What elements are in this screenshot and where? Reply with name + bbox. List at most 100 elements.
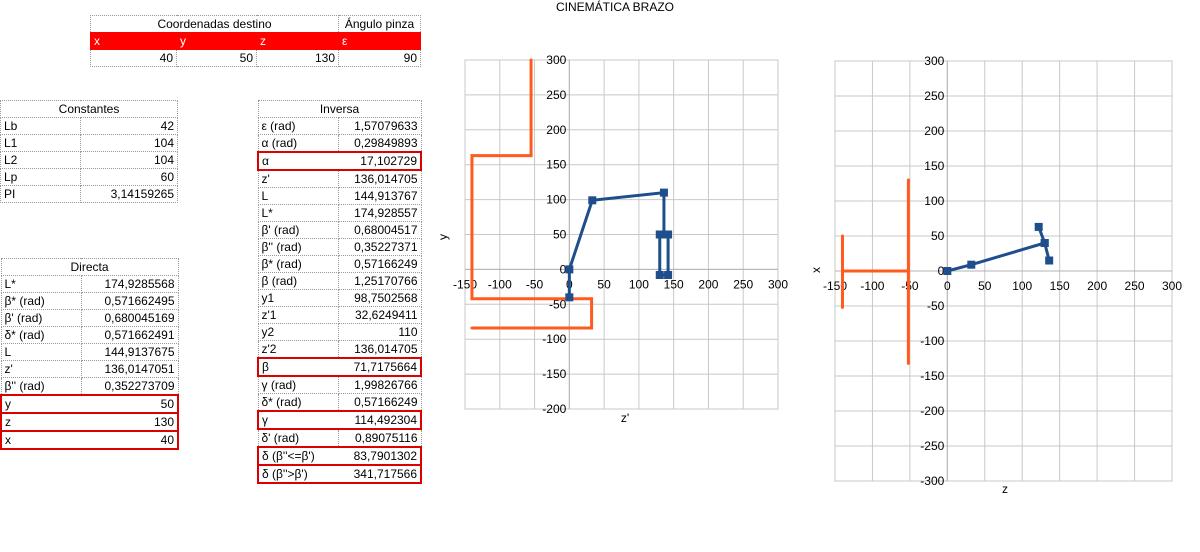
y-axis-title: y (436, 234, 450, 240)
dest-label-epsilon: ε (338, 32, 422, 50)
data-point (470, 297, 474, 301)
inverse-label: z' (257, 169, 339, 188)
data-point (840, 269, 844, 273)
direct-row: β' (rad) 0,680045169 (0, 309, 179, 327)
direct-value[interactable]: 174,9285568 (80, 275, 179, 293)
data-point (588, 196, 597, 205)
destination-header: Coordenadas destino (89, 15, 340, 33)
inverse-value[interactable]: 71,7175664 (337, 357, 423, 377)
inverse-row: δ* (rad) 0,57166249 (257, 393, 422, 412)
inverse-label: γ (rad) (257, 375, 339, 394)
inverse-row: δ' (rad) 0,89075116 (257, 428, 422, 448)
direct-value[interactable]: 144,9137675 (80, 343, 179, 361)
direct-value[interactable]: 130 (80, 412, 180, 432)
data-point (470, 326, 474, 330)
constant-value[interactable]: 104 (79, 134, 179, 152)
direct-label: x (0, 430, 81, 450)
y-tick-label: 100 (924, 194, 944, 208)
inverse-value[interactable]: 0,29849893 (337, 134, 422, 153)
inverse-header: Inversa (257, 100, 422, 118)
x-tick-label: 200 (698, 277, 718, 291)
y-axis-title: x (809, 267, 823, 273)
inverse-value[interactable]: 0,57166249 (337, 255, 422, 273)
data-point (565, 293, 574, 302)
data-point (590, 297, 594, 301)
constants-header: Constantes (0, 100, 179, 118)
inverse-value[interactable]: 83,7901302 (337, 446, 423, 466)
dest-label-x: x (90, 32, 177, 50)
constant-value[interactable]: 3,14159265 (79, 185, 179, 203)
direct-row: L* 174,9285568 (0, 275, 179, 293)
direct-label: z (0, 412, 81, 432)
y-tick-label: -100 (542, 332, 566, 346)
constant-label: Lb (0, 117, 81, 135)
direct-value[interactable]: 0,352273709 (80, 377, 179, 396)
chart-side-view: -150 -100 -50 0 50 100 150 200 250 300 -200 -150 -10… (420, 50, 790, 430)
inverse-value[interactable]: 0,68004517 (337, 221, 422, 239)
dest-value-epsilon[interactable]: 90 (338, 49, 422, 67)
inverse-value[interactable]: 1,25170766 (337, 272, 422, 290)
inverse-value[interactable]: 136,014705 (337, 169, 422, 188)
constant-label: L1 (0, 134, 81, 152)
constant-value[interactable]: 60 (79, 168, 179, 186)
inverse-value[interactable]: 114,492304 (337, 410, 423, 430)
inverse-value[interactable]: 136,014705 (337, 340, 422, 359)
inverse-value[interactable]: 110 (337, 323, 422, 341)
y-tick-label: 0 (938, 264, 945, 278)
direct-value[interactable]: 0,571662491 (80, 326, 179, 344)
inverse-label: L (257, 187, 339, 205)
direct-table: Directa L* 174,9285568 β* (rad) 0,571662495… (0, 258, 180, 450)
inverse-value[interactable]: 32,6249411 (337, 306, 422, 324)
dest-value-x[interactable]: 40 (90, 49, 177, 67)
inverse-value[interactable]: 341,717566 (337, 464, 423, 484)
direct-value[interactable]: 40 (80, 430, 180, 450)
gripper-angle-header: Ángulo pinza (338, 15, 422, 33)
direct-value[interactable]: 0,571662495 (80, 292, 179, 310)
inverse-label: y1 (257, 289, 339, 307)
y-tick-label: -300 (920, 474, 944, 488)
y-tick-label: 300 (546, 53, 566, 67)
dest-value-y[interactable]: 50 (176, 49, 257, 67)
y-tick-label: 50 (553, 228, 567, 242)
y-tick-label: -50 (549, 297, 567, 311)
dest-label-y: y (176, 32, 257, 50)
inverse-value[interactable]: 17,102729 (337, 151, 423, 171)
chart-top-view-svg: -150 -100 -50 0 50 100 150 200 250 300 -300 -250 -20… (809, 54, 1182, 496)
y-tick-label: -250 (920, 439, 944, 453)
inverse-value[interactable]: 0,57166249 (337, 393, 422, 412)
data-point (655, 270, 664, 279)
inverse-label: α (rad) (257, 134, 339, 153)
inverse-row: β 71,7175664 (257, 357, 423, 377)
direct-label: β' (rad) (0, 309, 82, 327)
inverse-value[interactable]: 144,913767 (337, 187, 422, 205)
inverse-value[interactable]: 98,7502568 (337, 289, 422, 307)
data-point (943, 267, 952, 275)
x-tick-label: 100 (629, 277, 649, 291)
inverse-value[interactable]: 174,928557 (337, 204, 422, 222)
data-point (1034, 222, 1043, 231)
inverse-row: δ (β''>β') 341,717566 (257, 464, 423, 484)
inverse-value[interactable]: 0,89075116 (337, 428, 422, 448)
data-point (906, 178, 910, 182)
constant-value[interactable]: 42 (79, 117, 179, 135)
dest-value-z[interactable]: 130 (255, 49, 340, 67)
direct-value[interactable]: 50 (80, 394, 180, 414)
y-tick-label: -150 (920, 369, 944, 383)
constant-value[interactable]: 104 (79, 151, 179, 169)
inverse-row: L* 174,928557 (257, 204, 422, 222)
direct-row: δ* (rad) 0,571662491 (0, 326, 179, 344)
inverse-value[interactable]: 0,35227371 (337, 238, 422, 256)
direct-row: β* (rad) 0,571662495 (0, 292, 179, 310)
direct-row: z 130 (0, 412, 180, 432)
direct-value[interactable]: 0,680045169 (80, 309, 179, 327)
chart-top-view: -150 -100 -50 0 50 100 150 200 250 300 -300 -250 -20… (800, 50, 1190, 500)
inverse-row: L 144,913767 (257, 187, 422, 205)
inverse-value[interactable]: 1,99826766 (337, 375, 422, 394)
direct-value[interactable]: 136,0147051 (80, 360, 179, 378)
data-point (565, 265, 574, 274)
inverse-label: z'2 (257, 340, 339, 359)
y-tick-label: 200 (546, 123, 566, 137)
x-tick-label: 150 (664, 277, 684, 291)
inverse-value[interactable]: 1,57079633 (337, 117, 422, 135)
x-tick-label: 50 (597, 277, 611, 291)
